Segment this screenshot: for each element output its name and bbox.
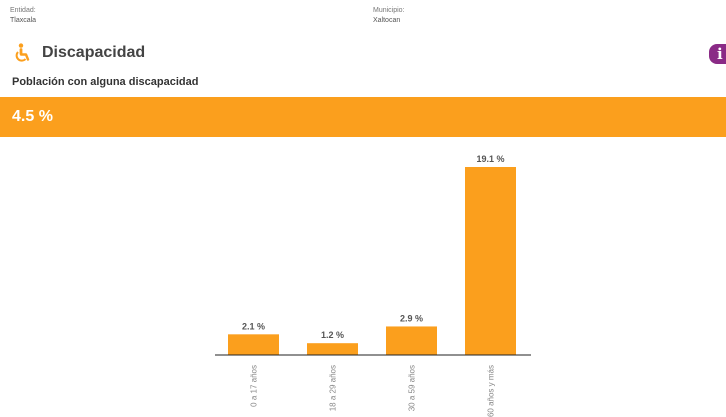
bar-3 [386,326,437,355]
indicator-subtitle: Población con alguna discapacidad [12,76,199,88]
tick-label-4: 60 años y más [487,365,496,417]
data-label-3: 2.9 % [400,313,423,323]
municipio-field: Municipio: Xaltocan [373,6,405,26]
info-icon[interactable]: i [709,44,726,64]
bar-2 [307,343,358,355]
municipio-label: Municipio: [373,7,405,14]
municipio-value: Xaltocan [373,17,401,24]
tick-label-3: 30 a 59 años [408,365,417,411]
section-header: Discapacidad [12,42,145,64]
tick-label-2: 18 a 29 años [329,365,338,411]
tick-label-1: 0 a 17 años [250,365,259,407]
entidad-value: Tlaxcala [10,17,37,24]
section-title: Discapacidad [42,44,146,61]
entidad-field: Entidad: Tlaxcala [10,6,36,26]
data-label-1: 2.1 % [242,321,265,331]
total-indicator-bar: 4.5 % [0,97,726,137]
bar-4 [465,167,516,355]
total-indicator-value: 4.5 % [12,108,53,125]
age-group-bar-chart: 2.1 % 0 a 17 años 1.2 % 18 a 29 años 2.9 % 30… [215,154,531,417]
data-label-4: 19.1 % [476,154,504,164]
bar-1 [228,334,279,355]
wheelchair-icon [15,43,30,62]
entidad-label: Entidad: [10,7,36,14]
data-label-2: 1.2 % [321,330,344,340]
